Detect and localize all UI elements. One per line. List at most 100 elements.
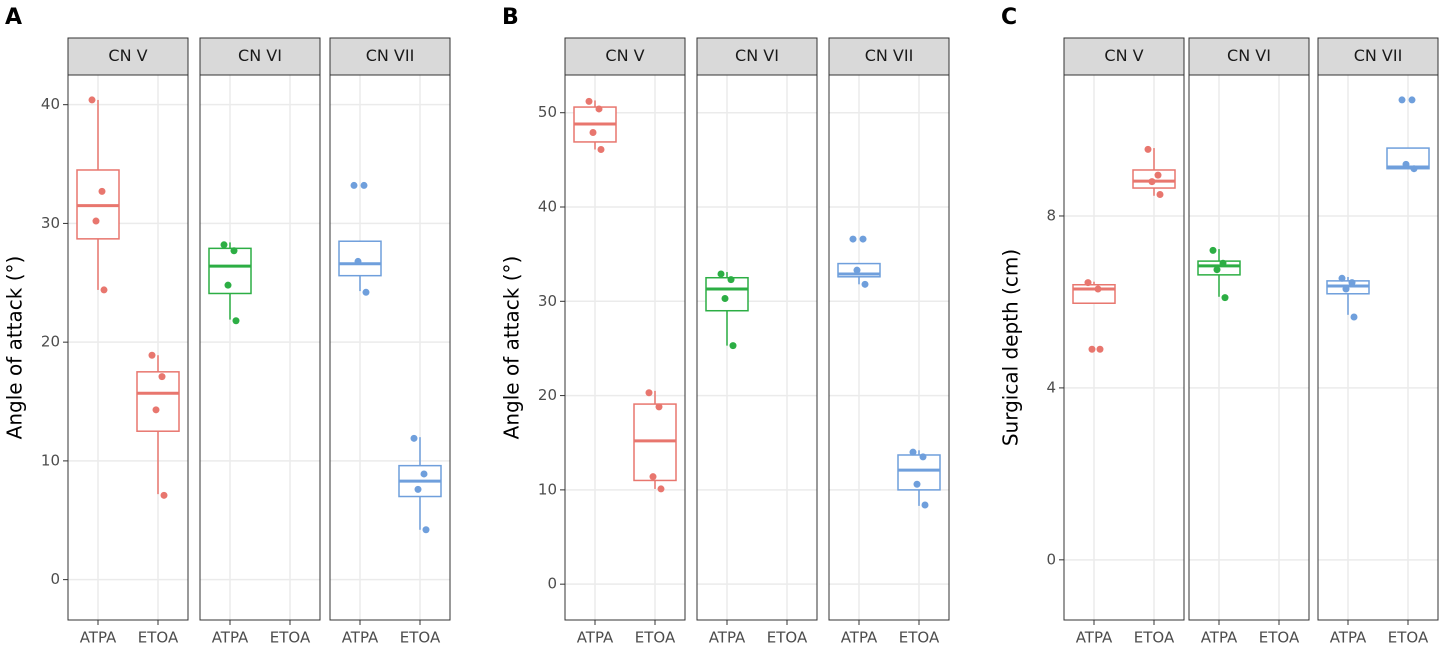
point [913, 480, 921, 488]
point [362, 288, 370, 296]
point [1084, 279, 1092, 287]
point [148, 351, 156, 359]
point [158, 373, 166, 381]
y-tick-label: 0 [50, 570, 60, 588]
panel-border [828, 74, 950, 621]
point [1342, 285, 1350, 293]
y-tick-label: 0 [547, 575, 557, 593]
x-tick-label: ETOA [1259, 629, 1300, 647]
y-tick-label: 30 [538, 292, 557, 310]
point [1408, 96, 1416, 104]
point [853, 266, 861, 274]
strip-label: CN VI [735, 46, 779, 65]
y-tick-label: 40 [538, 198, 557, 216]
point [422, 526, 430, 534]
point [1219, 259, 1227, 267]
y-tick-label: 30 [41, 214, 60, 232]
point [1348, 279, 1356, 287]
x-tick-label: ATPA [212, 629, 249, 647]
point [589, 129, 597, 137]
point [859, 235, 867, 243]
strip [564, 37, 686, 76]
panel-border [329, 74, 451, 621]
point [717, 270, 725, 278]
point [597, 145, 605, 153]
point [861, 280, 869, 288]
point [220, 241, 228, 249]
point [420, 470, 428, 478]
strip [67, 37, 189, 76]
point [595, 105, 603, 113]
x-tick-label: ETOA [635, 629, 676, 647]
point [919, 453, 927, 461]
strip-label: CN VI [1227, 46, 1271, 65]
x-tick-label: ATPA [1330, 629, 1367, 647]
point [230, 247, 238, 255]
point [88, 96, 96, 104]
point [1221, 294, 1229, 302]
point [354, 257, 362, 265]
point [1148, 178, 1156, 186]
box [1072, 283, 1116, 304]
point [657, 485, 665, 493]
point [585, 97, 593, 105]
panel-label: B [502, 5, 519, 30]
x-tick-label: ATPA [1201, 629, 1238, 647]
y-tick-label: 4 [1046, 378, 1056, 396]
box [338, 240, 382, 277]
panel-border [696, 74, 818, 621]
point [1144, 145, 1152, 153]
point [729, 342, 737, 350]
panel-label: A [5, 5, 22, 30]
x-tick-label: ETOA [767, 629, 808, 647]
y-axis-label: Angle of attack (°) [500, 256, 524, 440]
strip-label: CN VII [366, 46, 415, 65]
point [1398, 96, 1406, 104]
point [232, 317, 240, 325]
x-tick-label: ATPA [841, 629, 878, 647]
point [152, 406, 160, 414]
point [1154, 171, 1162, 179]
strip [199, 37, 321, 76]
y-axis-label: Surgical depth (cm) [999, 249, 1023, 446]
x-tick-label: ETOA [138, 629, 179, 647]
point [909, 448, 917, 456]
x-tick-label: ATPA [1076, 629, 1113, 647]
strip [1317, 37, 1439, 76]
y-tick-label: 20 [41, 333, 60, 351]
panel-border [1063, 74, 1185, 621]
strip-label: CN VII [865, 46, 914, 65]
panel-border [199, 74, 321, 621]
box [897, 454, 941, 491]
panel-border [564, 74, 686, 621]
point [649, 473, 657, 481]
x-tick-label: ETOA [899, 629, 940, 647]
strip [828, 37, 950, 76]
y-tick-label: 50 [538, 103, 557, 121]
point [645, 389, 653, 397]
point [1156, 190, 1164, 198]
x-tick-label: ETOA [270, 629, 311, 647]
point [1338, 274, 1346, 282]
point [727, 276, 735, 284]
point [921, 501, 929, 509]
y-axis-label: Angle of attack (°) [3, 256, 27, 440]
strip-label: CN V [108, 46, 147, 65]
point [360, 181, 368, 189]
box [136, 371, 180, 432]
panel-border [1317, 74, 1439, 621]
y-tick-label: 10 [41, 451, 60, 469]
point [721, 294, 729, 302]
y-tick-label: 20 [538, 386, 557, 404]
point [92, 217, 100, 225]
point [1096, 345, 1104, 353]
point [414, 485, 422, 493]
panel-border [1188, 74, 1310, 621]
point [1402, 160, 1410, 168]
strip-label: CN VII [1354, 46, 1403, 65]
point [1350, 313, 1358, 321]
point [1094, 285, 1102, 293]
x-tick-label: ATPA [80, 629, 117, 647]
y-tick-label: 0 [1046, 550, 1056, 568]
